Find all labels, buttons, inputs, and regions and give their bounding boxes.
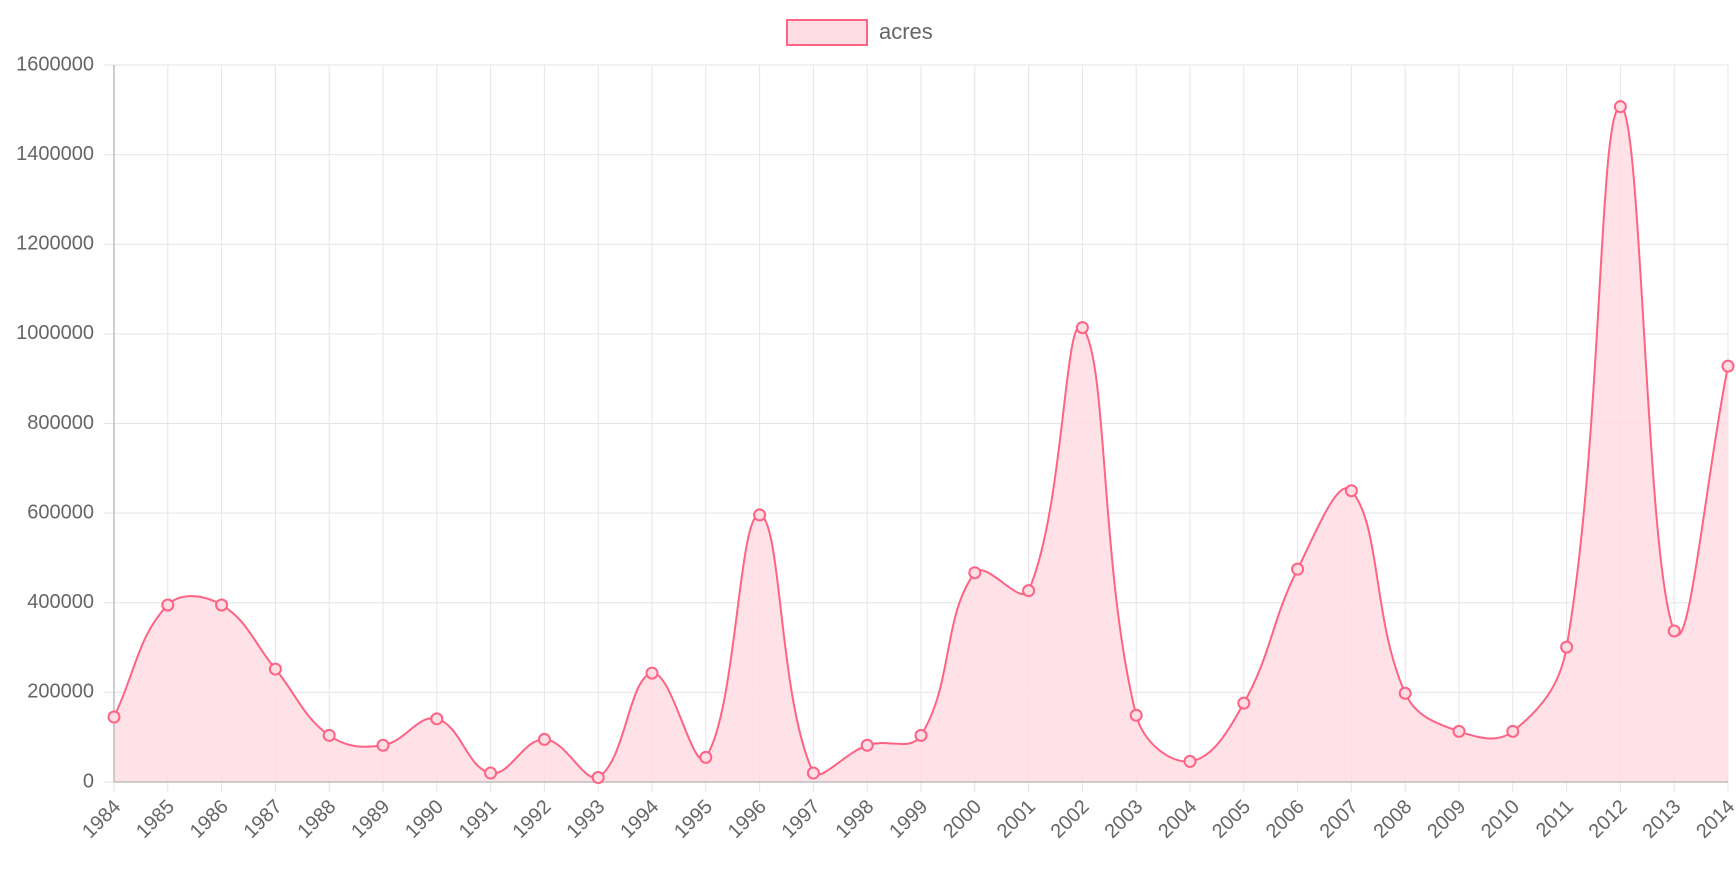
- x-tick-label: 1999: [885, 796, 932, 843]
- x-tick-label: 1987: [240, 796, 287, 843]
- data-point[interactable]: [753, 508, 767, 522]
- data-point[interactable]: [1075, 321, 1089, 335]
- series-area-acres: [114, 106, 1728, 783]
- data-point[interactable]: [430, 712, 444, 726]
- data-point[interactable]: [161, 598, 175, 612]
- data-point[interactable]: [215, 598, 229, 612]
- data-point[interactable]: [1667, 624, 1681, 638]
- x-tick-label: 2010: [1477, 796, 1524, 843]
- data-point[interactable]: [860, 738, 874, 752]
- x-tick-label: 2009: [1423, 796, 1470, 843]
- data-point[interactable]: [107, 710, 121, 724]
- x-tick-label: 1994: [616, 796, 663, 843]
- x-tick-label: 1986: [186, 796, 233, 843]
- x-tick-label: 2004: [1154, 796, 1201, 843]
- y-tick-label: 0: [83, 770, 94, 792]
- y-tick-label: 600000: [27, 501, 94, 523]
- data-point[interactable]: [1506, 724, 1520, 738]
- x-tick-label: 1988: [293, 796, 340, 843]
- x-tick-label: 2013: [1638, 796, 1685, 843]
- axes: [113, 65, 1728, 783]
- x-tick-label: 2002: [1047, 796, 1094, 843]
- x-tick-label: 2001: [993, 796, 1040, 843]
- data-point[interactable]: [1291, 562, 1305, 576]
- data-point[interactable]: [268, 662, 282, 676]
- data-point[interactable]: [699, 750, 713, 764]
- x-tick-label: 1992: [509, 796, 556, 843]
- y-tick-label: 1600000: [16, 53, 94, 75]
- data-point[interactable]: [1613, 100, 1627, 114]
- x-tick-label: 1990: [401, 796, 448, 843]
- y-tick-label: 400000: [27, 591, 94, 613]
- data-points: [107, 100, 1735, 785]
- data-point[interactable]: [1560, 640, 1574, 654]
- data-point[interactable]: [322, 728, 336, 742]
- data-point[interactable]: [645, 666, 659, 680]
- x-tick-label: 1996: [724, 796, 771, 843]
- x-tick-label: 1984: [78, 796, 125, 843]
- x-tick-label: 2003: [1100, 796, 1147, 843]
- legend-swatch-acres[interactable]: [786, 19, 868, 46]
- x-tick-label: 2005: [1208, 796, 1255, 843]
- data-point[interactable]: [1129, 708, 1143, 722]
- x-tick-label: 2012: [1585, 796, 1632, 843]
- grid-lines: [104, 64, 1729, 792]
- data-point[interactable]: [1398, 686, 1412, 700]
- data-point[interactable]: [537, 732, 551, 746]
- data-point[interactable]: [968, 566, 982, 580]
- data-point[interactable]: [1452, 724, 1466, 738]
- x-tick-label: 1993: [562, 796, 609, 843]
- data-point[interactable]: [591, 771, 605, 785]
- x-tick-label: 1995: [670, 796, 717, 843]
- x-tick-label: 1997: [778, 796, 825, 843]
- y-tick-label: 1200000: [16, 233, 94, 255]
- x-tick-label: 2007: [1316, 796, 1363, 843]
- data-point[interactable]: [1183, 754, 1197, 768]
- x-tick-label: 2000: [939, 796, 986, 843]
- x-tick-label: 2011: [1532, 796, 1578, 842]
- legend[interactable]: acres: [786, 19, 933, 46]
- y-tick-label: 200000: [27, 681, 94, 703]
- data-point[interactable]: [1344, 484, 1358, 498]
- data-point[interactable]: [914, 728, 928, 742]
- data-point[interactable]: [484, 766, 498, 780]
- data-point[interactable]: [1721, 359, 1735, 373]
- y-tick-label: 1400000: [16, 143, 94, 165]
- x-tick-label: 1985: [132, 796, 179, 843]
- y-tick-label: 800000: [27, 412, 94, 434]
- x-tick-label: 1991: [455, 796, 502, 843]
- data-point[interactable]: [1022, 584, 1036, 598]
- x-tick-label: 2008: [1369, 796, 1416, 843]
- y-tick-label: 1000000: [16, 322, 94, 344]
- x-tick-label: 1998: [831, 796, 878, 843]
- data-point[interactable]: [376, 738, 390, 752]
- legend-label-acres[interactable]: acres: [879, 19, 933, 44]
- x-tick-label: 2014: [1692, 796, 1736, 843]
- x-tick-label: 1989: [347, 796, 394, 843]
- data-point[interactable]: [806, 766, 820, 780]
- x-tick-label: 2006: [1262, 796, 1309, 843]
- data-point[interactable]: [1237, 696, 1251, 710]
